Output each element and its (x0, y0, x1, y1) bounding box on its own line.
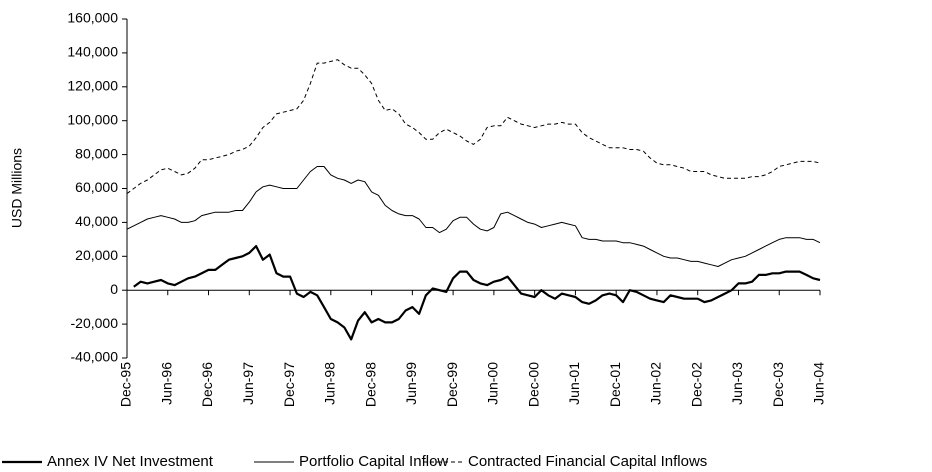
y-axis-label: USD Millions (9, 148, 25, 228)
x-tick-label: Jun-03 (729, 362, 745, 405)
x-tick-label: Jun-97 (240, 362, 256, 405)
x-tick-label: Jun-04 (811, 362, 827, 405)
x-tick-label: Dec-99 (444, 362, 460, 407)
y-tick-label: 100,000 (67, 111, 118, 127)
y-tick-label: -40,000 (71, 349, 119, 365)
x-tick-label: Dec-02 (688, 362, 704, 407)
series-line (126, 166, 821, 267)
legend-label: Portfolio Capital Inflow (299, 453, 448, 470)
legend-label: Contracted Financial Capital Inflows (468, 453, 707, 470)
series-line (133, 245, 821, 341)
x-tick-label: Jun-96 (158, 362, 174, 405)
y-tick-label: 0 (110, 281, 118, 297)
y-tick-label: 20,000 (75, 247, 118, 263)
y-tick-label: 60,000 (75, 179, 118, 195)
y-tick-label: 80,000 (75, 145, 118, 161)
x-tick-label: Dec-98 (362, 362, 378, 407)
y-tick-label: 40,000 (75, 213, 118, 229)
series-line (126, 59, 821, 194)
x-tick-label: Dec-95 (118, 362, 134, 407)
x-tick-label: Dec-96 (199, 362, 215, 407)
x-tick-label: Jun-01 (566, 362, 582, 405)
y-tick-label: -20,000 (71, 315, 119, 331)
x-tick-label: Dec-03 (770, 362, 786, 407)
y-tick-label: 140,000 (67, 44, 118, 60)
x-tick-label: Dec-00 (525, 362, 541, 407)
x-tick-label: Jun-02 (648, 362, 664, 405)
x-tick-label: Dec-97 (281, 362, 297, 407)
x-tick-label: Jun-00 (485, 362, 501, 405)
x-tick-label: Dec-01 (607, 362, 623, 407)
y-tick-label: 120,000 (67, 78, 118, 94)
x-tick-label: Jun-99 (403, 362, 419, 405)
y-tick-label: 160,000 (67, 10, 118, 26)
legend-label: Annex IV Net Investment (47, 453, 214, 470)
x-tick-label: Jun-98 (322, 362, 338, 405)
